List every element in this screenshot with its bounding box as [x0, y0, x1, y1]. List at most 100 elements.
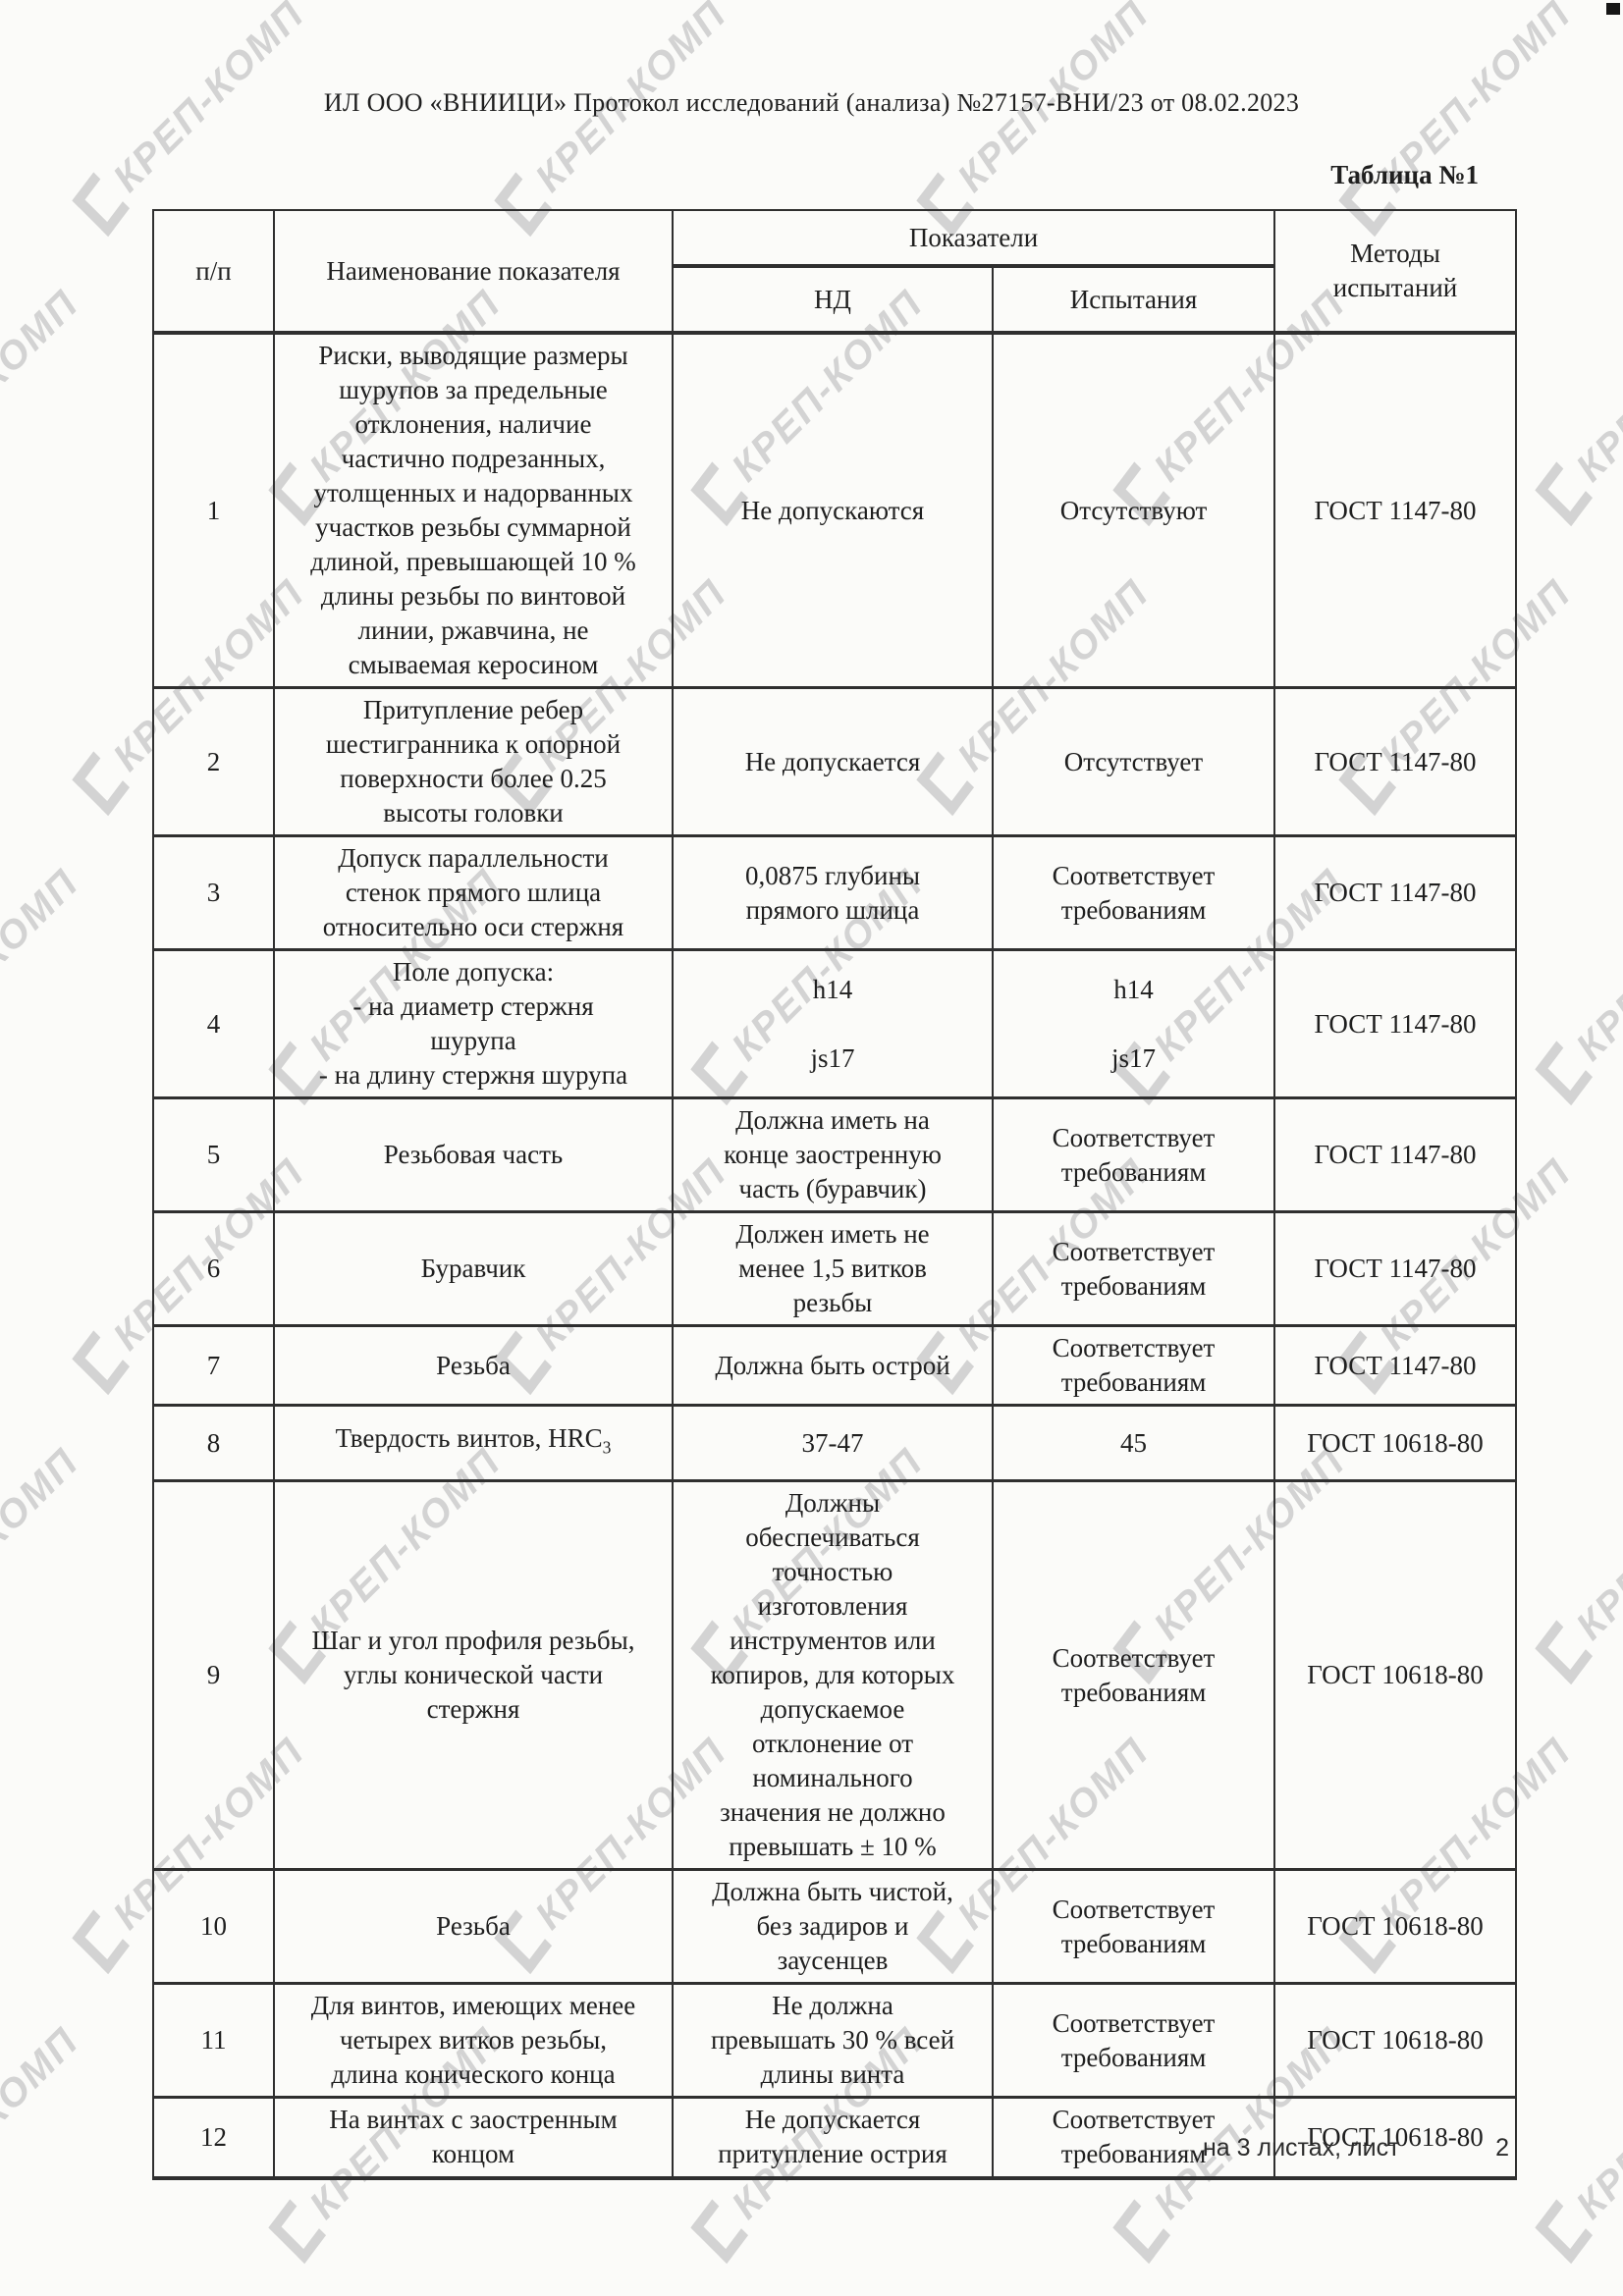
watermark-text: КРЕП-КОМП — [0, 282, 87, 490]
col-header-methods: Методы испытаний — [1273, 209, 1518, 335]
cell-nd-value: h14 js17 — [672, 948, 994, 1099]
cell-row-number: 1 — [152, 331, 275, 689]
krep-komp-logo-icon — [72, 1909, 131, 1975]
cell-test-result: 45 — [991, 1404, 1276, 1482]
cell-method: ГОСТ 1147-80 — [1273, 834, 1518, 951]
krep-komp-logo-icon — [72, 751, 131, 817]
cell-indicator-name: Буравчик — [273, 1210, 674, 1327]
cell-nd-value: Не допускается притупление острия — [672, 2096, 994, 2180]
watermark-text: КРЕП-КОМП — [0, 1440, 87, 1648]
table-row: 7 Резьба Должна быть острой Соответствуе… — [152, 1324, 1518, 1407]
cell-indicator-name: Резьбовая часть — [273, 1096, 674, 1213]
cell-indicator-name-text: Твердость винтов, HRC — [335, 1422, 603, 1453]
cell-row-number: 5 — [152, 1096, 275, 1213]
watermark: КРЕП-КОМП — [0, 1438, 89, 1683]
cell-test-result: Соответствует требованиям — [991, 1210, 1276, 1327]
cell-nd-value: Должны обеспечиваться точностью изготовл… — [672, 1479, 994, 1871]
cell-row-number: 10 — [152, 1868, 275, 1985]
cell-nd-value: Должна иметь на конце заостренную часть … — [672, 1096, 994, 1213]
table-row: 8 Твердость винтов, HRC3 37-47 45 ГОСТ 1… — [152, 1404, 1518, 1482]
watermark: КРЕП-КОМП — [1534, 1438, 1623, 1685]
cell-method: ГОСТ 10618-80 — [1273, 2096, 1518, 2180]
cell-row-number: 8 — [152, 1404, 275, 1482]
cell-indicator-name: Для винтов, имеющих менее четырех витков… — [273, 1982, 674, 2099]
krep-komp-logo-icon — [1535, 1620, 1594, 1685]
watermark: КРЕП-КОМП — [0, 2017, 89, 2263]
cell-test-result: Соответствует требованиям — [991, 834, 1276, 951]
krep-komp-logo-icon — [1535, 461, 1594, 527]
table-row: 6 Буравчик Должен иметь не менее 1,5 вит… — [152, 1210, 1518, 1327]
cell-row-number: 7 — [152, 1324, 275, 1407]
cell-nd-value: Не допускаются — [672, 331, 994, 689]
cell-indicator-name: Допуск параллельности стенок прямого шли… — [273, 834, 674, 951]
footer-page-number: 2 — [1495, 2134, 1509, 2162]
watermark: КРЕП-КОМП — [1534, 2017, 1623, 2265]
scan-artifact-corner — [1606, 3, 1620, 15]
krep-komp-logo-icon — [72, 1330, 131, 1396]
cell-row-number: 12 — [152, 2096, 275, 2180]
cell-method: ГОСТ 1147-80 — [1273, 948, 1518, 1099]
watermark: КРЕП-КОМП — [0, 280, 89, 525]
table-header-row-top: п/п Наименование показателя Показатели М… — [152, 209, 1518, 335]
cell-indicator-name: Твердость винтов, HRC3 — [273, 1404, 674, 1482]
cell-row-number: 6 — [152, 1210, 275, 1327]
cell-row-number: 4 — [152, 948, 275, 1099]
table-row: 1 Риски, выводящие размеры шурупов за пр… — [152, 331, 1518, 689]
cell-method: ГОСТ 10618-80 — [1273, 1479, 1518, 1871]
krep-komp-logo-icon — [1535, 2199, 1594, 2265]
table-caption: Таблица №1 — [1330, 160, 1479, 189]
watermark-text: КРЕП-КОМП — [1567, 282, 1623, 490]
cell-method: ГОСТ 1147-80 — [1273, 1210, 1518, 1327]
cell-row-number: 3 — [152, 834, 275, 951]
cell-method: ГОСТ 10618-80 — [1273, 1868, 1518, 1985]
cell-method: ГОСТ 1147-80 — [1273, 1096, 1518, 1213]
cell-row-number: 9 — [152, 1479, 275, 1871]
document-header: ИЛ ООО «ВНИИЦИ» Протокол исследований (а… — [323, 88, 1300, 117]
krep-komp-logo-icon — [690, 2199, 749, 2265]
cell-method: ГОСТ 10618-80 — [1273, 1404, 1518, 1482]
cell-nd-value: 0,0875 глубины прямого шлица — [672, 834, 994, 951]
table-row: 11 Для винтов, имеющих менее четырех вит… — [152, 1982, 1518, 2099]
table-row: 12 На винтах с заостренным концом Не доп… — [152, 2096, 1518, 2180]
cell-test-result: h14 js17 — [991, 948, 1276, 1099]
col-header-name: Наименование показателя — [273, 209, 674, 335]
col-header-nd: НД — [672, 265, 994, 335]
col-header-tests: Испытания — [991, 265, 1276, 335]
cell-indicator-name: Резьба — [273, 1324, 674, 1407]
results-table: п/п Наименование показателя Показатели М… — [152, 209, 1518, 2180]
cell-test-result: Соответствует требованиям — [991, 1324, 1276, 1407]
cell-indicator-name: Резьба — [273, 1868, 674, 1985]
table-row: 2 Притупление ребер шестигранника к опор… — [152, 686, 1518, 837]
cell-method: ГОСТ 1147-80 — [1273, 686, 1518, 837]
cell-test-result: Соответствует требованиям — [991, 1868, 1276, 1985]
krep-komp-logo-icon — [72, 172, 131, 238]
watermark: КРЕП-КОМП — [0, 859, 89, 1104]
cell-nd-value: Должна быть чистой, без задиров и заусен… — [672, 1868, 994, 1985]
cell-indicator-name: Поле допуска: - на диаметр стержня шуруп… — [273, 948, 674, 1099]
cell-indicator-name: Притупление ребер шестигранника к опорно… — [273, 686, 674, 837]
cell-method: ГОСТ 1147-80 — [1273, 331, 1518, 689]
cell-row-number: 2 — [152, 686, 275, 837]
watermark: КРЕП-КОМП — [1534, 859, 1623, 1106]
cell-nd-value: 37-47 — [672, 1404, 994, 1482]
cell-nd-value: Не допускается — [672, 686, 994, 837]
cell-nd-value: Не должна превышать 30 % всей длины винт… — [672, 1982, 994, 2099]
cell-test-result: Соответствует требованиям — [991, 2096, 1276, 2180]
cell-test-result: Соответствует требованиям — [991, 1096, 1276, 1213]
cell-row-number: 11 — [152, 1982, 275, 2099]
cell-indicator-name: Шаг и угол профиля резьбы, углы коническ… — [273, 1479, 674, 1871]
watermark-text: КРЕП-КОМП — [1567, 1440, 1623, 1648]
watermark-text: КРЕП-КОМП — [0, 2019, 87, 2227]
krep-komp-logo-icon — [268, 2199, 327, 2265]
cell-nd-value: Должен иметь не менее 1,5 витков резьбы — [672, 1210, 994, 1327]
cell-test-result: Отсутствуют — [991, 331, 1276, 689]
table-header-row-sub: НД Испытания — [153, 265, 1516, 335]
watermark-text: КРЕП-КОМП — [1567, 861, 1623, 1069]
table-row: 3 Допуск параллельности стенок прямого ш… — [152, 834, 1518, 951]
col-header-indicators: Показатели — [671, 209, 1276, 268]
cell-test-result: Соответствует требованиям — [991, 1479, 1276, 1871]
cell-indicator-name: Риски, выводящие размеры шурупов за пред… — [273, 331, 674, 689]
krep-komp-logo-icon — [1112, 2199, 1171, 2265]
cell-indicator-name-subscript: 3 — [602, 1437, 612, 1458]
